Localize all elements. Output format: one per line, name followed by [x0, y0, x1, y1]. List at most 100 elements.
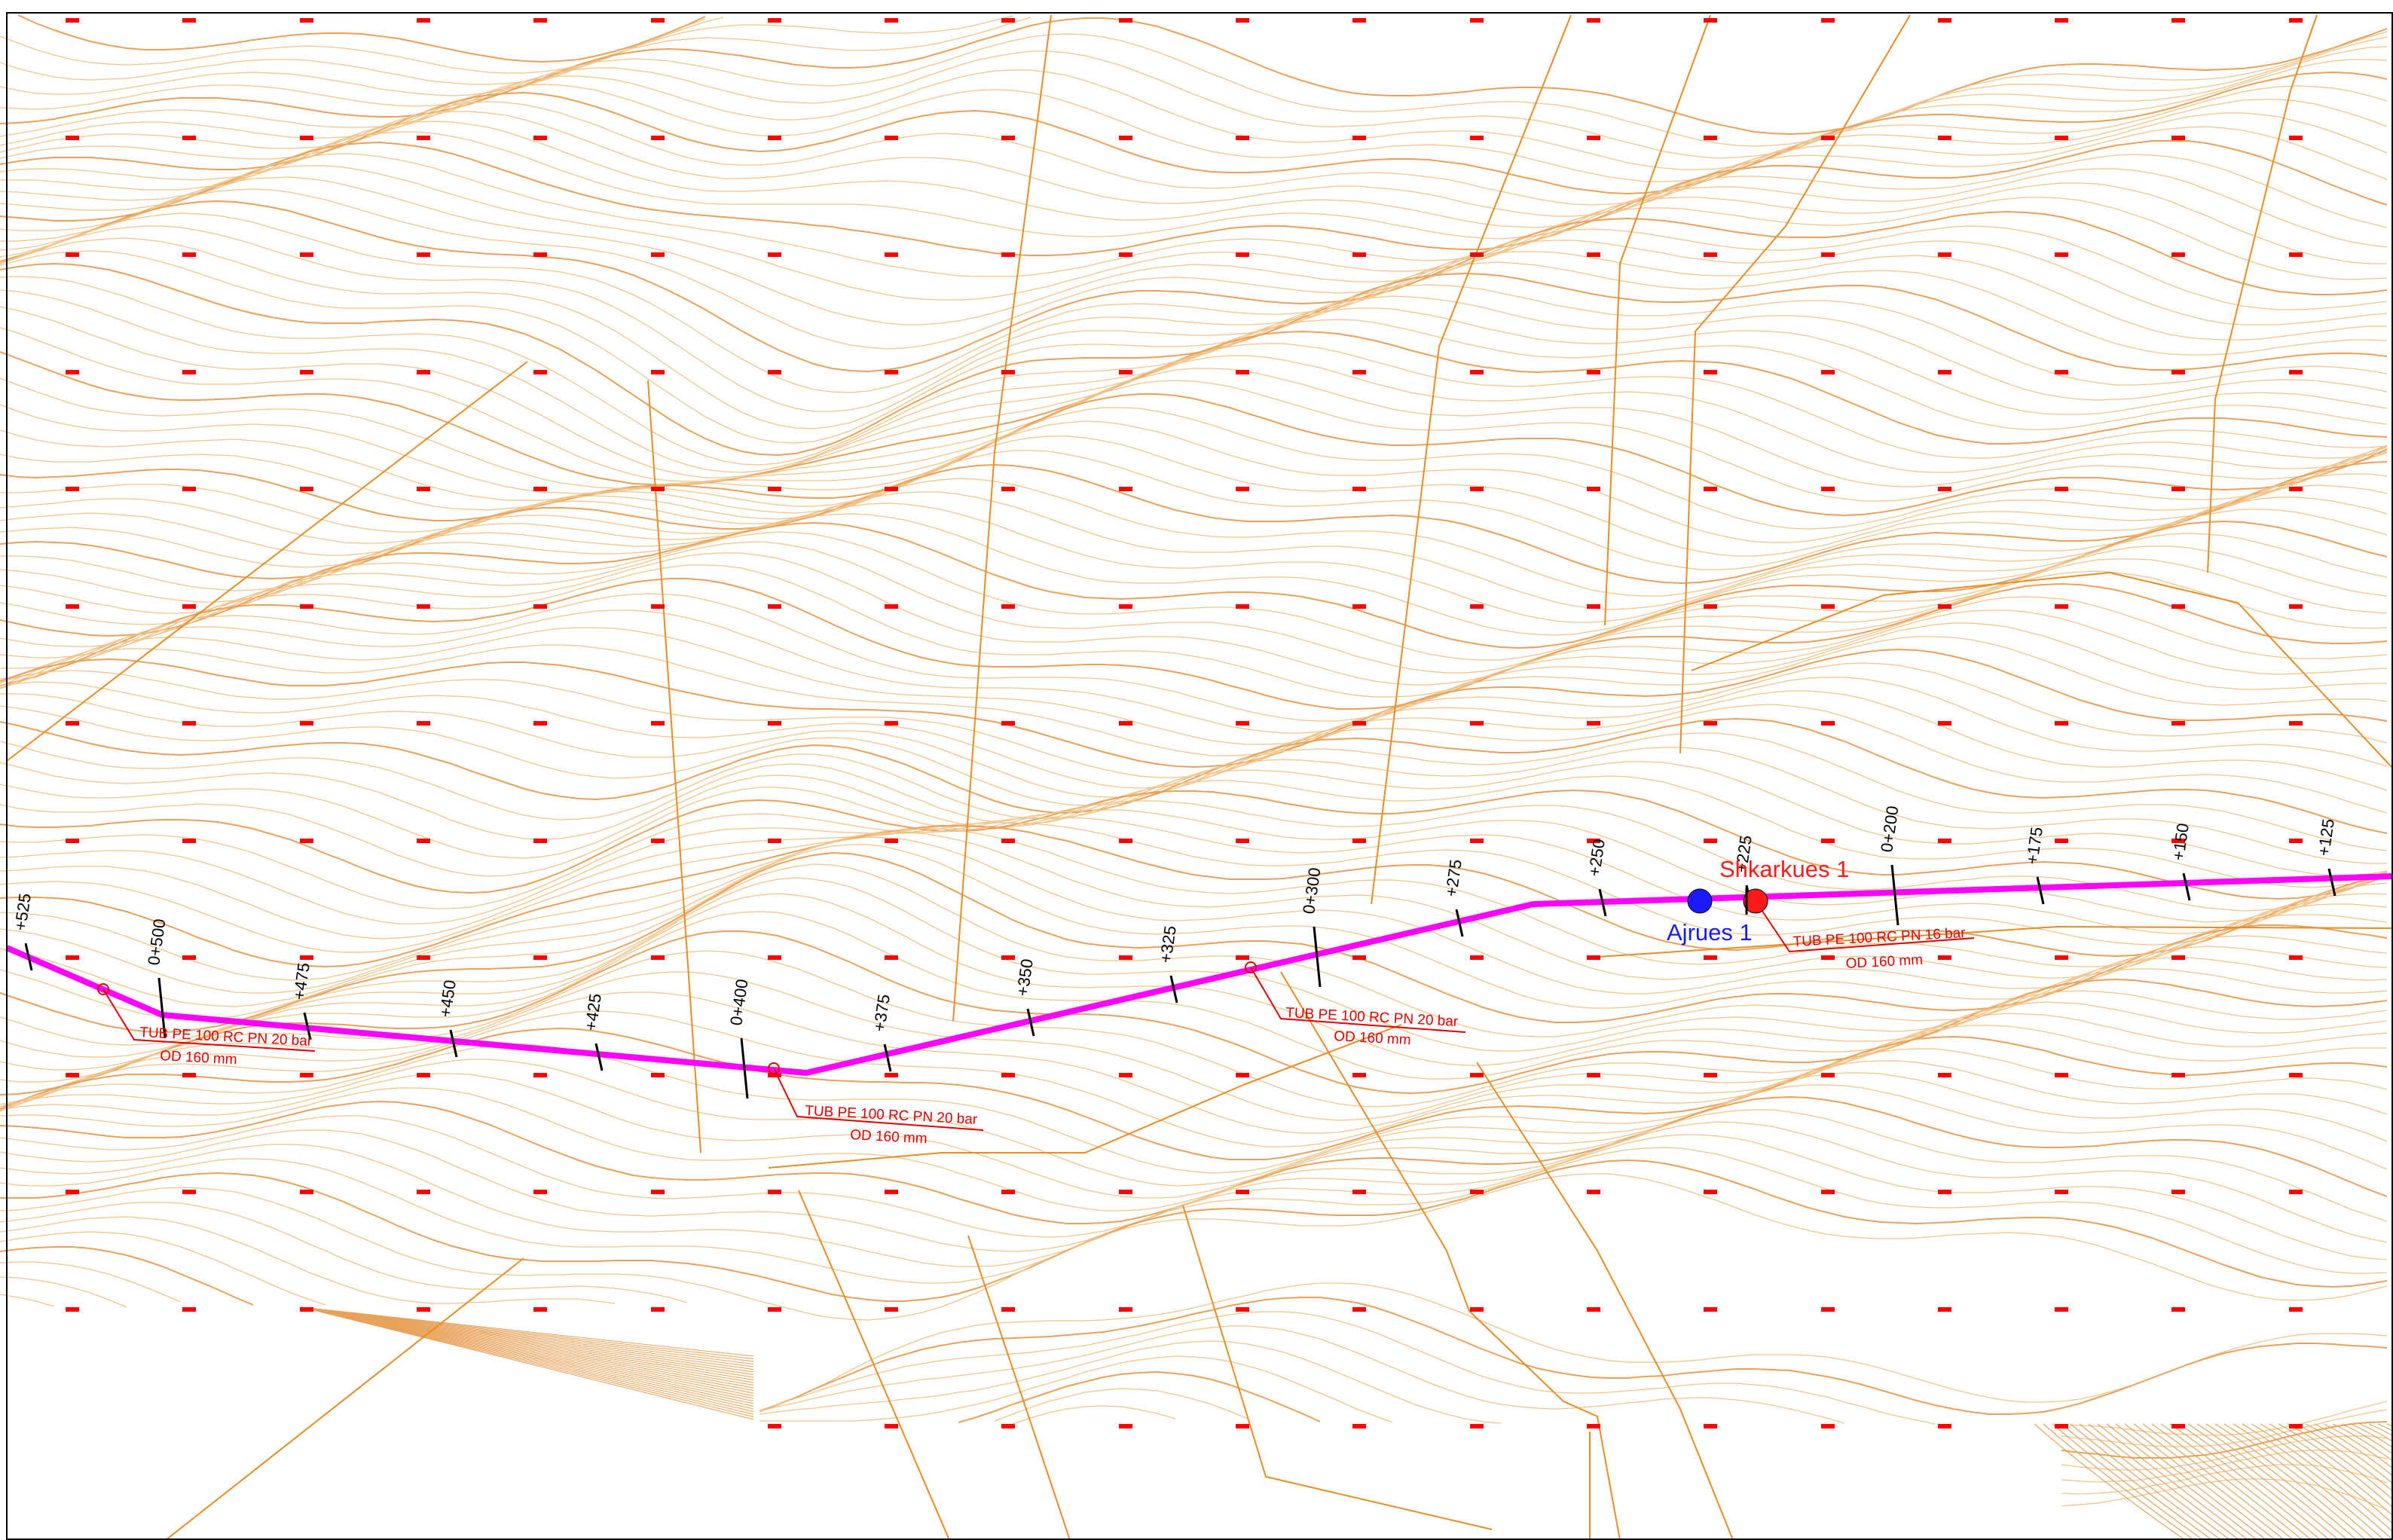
grid-mark: [1704, 487, 1717, 491]
grid-mark: [533, 1190, 547, 1194]
grid-mark: [768, 1190, 781, 1194]
grid-mark: [417, 18, 430, 23]
grid-mark: [1119, 370, 1132, 374]
grid-mark: [1119, 721, 1132, 726]
grid-mark: [300, 1307, 313, 1312]
grid-mark: [1001, 1073, 1015, 1077]
grid-mark: [300, 18, 313, 23]
contour-line: [0, 188, 2388, 350]
grid-mark: [417, 1190, 430, 1194]
contour-line: [301, 1306, 754, 1420]
contour-line: [0, 564, 2388, 698]
contour-line: [0, 380, 2388, 511]
grid-mark: [2055, 18, 2068, 23]
contour-line: [994, 1388, 1248, 1422]
grid-mark: [182, 1190, 196, 1194]
grid-mark: [1236, 136, 1249, 140]
contour-line: [0, 825, 2388, 968]
contour-line: [2233, 1423, 2385, 1540]
contour-line: [0, 368, 2388, 501]
ridge-line: [1280, 971, 1621, 1540]
contour-line: [2187, 1423, 2340, 1540]
contour-line: [0, 343, 2388, 489]
grid-mark: [182, 136, 196, 140]
grid-mark: [2289, 136, 2303, 140]
pipeline-line[interactable]: [5, 873, 2393, 1076]
contour-line: [0, 971, 2388, 1121]
contour-line: [2061, 1423, 2213, 1540]
grid-mark: [1352, 370, 1366, 374]
air-valve-label[interactable]: Ajrues 1: [1667, 919, 1753, 946]
contour-line: [301, 1306, 754, 1407]
contour-line: [2214, 1423, 2367, 1540]
grid-mark: [1821, 487, 1835, 491]
contour-line: [2368, 1423, 2393, 1437]
grid-mark: [1470, 487, 1484, 491]
contour-line: [0, 225, 2388, 412]
grid-mark: [2289, 487, 2303, 491]
ridge-line: [1679, 14, 1911, 754]
grid-mark: [2171, 487, 2185, 491]
grid-mark: [768, 18, 781, 23]
contour-line: [2296, 1423, 2393, 1493]
grid-mark: [2289, 1424, 2303, 1428]
contour-line: [0, 212, 2388, 393]
chainage-tick: [883, 1043, 892, 1072]
grid-mark: [1821, 136, 1835, 140]
grid-mark: [885, 18, 898, 23]
grid-mark: [1821, 1424, 1835, 1428]
grid-mark: [533, 18, 547, 23]
grid-mark: [1236, 487, 1249, 491]
contour-line: [0, 330, 2388, 487]
grid-mark: [2171, 839, 2185, 843]
grid-mark: [2055, 604, 2068, 609]
chainage-tick: [2036, 876, 2045, 905]
grid-mark: [2055, 1073, 2068, 1077]
chainage-tick: [594, 1043, 604, 1071]
grid-mark: [1119, 604, 1132, 609]
contour-line: [0, 1159, 2388, 1302]
grid-mark: [182, 955, 196, 960]
grid-mark: [1119, 1307, 1132, 1312]
grid-mark: [2055, 955, 2068, 960]
contour-line: [301, 1306, 754, 1375]
contour-line: [2350, 1423, 2393, 1449]
contour-line: [2097, 1423, 2249, 1540]
contour-line: [2106, 1423, 2258, 1540]
grid-mark: [1001, 487, 1015, 491]
grid-mark: [2289, 839, 2303, 843]
grid-mark: [1470, 1190, 1484, 1194]
contour-line: [0, 497, 2388, 623]
grid-mark: [2055, 721, 2068, 726]
grid-mark: [1352, 955, 1366, 960]
grid-mark: [2055, 252, 2068, 257]
grid-mark: [1938, 1190, 1951, 1194]
ridge-line: [2207, 14, 2318, 573]
grid-mark: [1587, 1424, 1600, 1428]
grid-mark: [1352, 604, 1366, 609]
contour-line: [301, 1306, 754, 1399]
contour-line: [0, 250, 2388, 444]
contour-line: [2251, 1423, 2393, 1533]
contour-line: [2115, 1423, 2267, 1540]
grid-mark: [182, 1307, 196, 1312]
contour-line: [2061, 1409, 2388, 1447]
contour-line: [301, 1306, 754, 1391]
grid-mark: [1704, 721, 1717, 726]
grid-mark: [1001, 252, 1015, 257]
contour-line: [0, 306, 2388, 478]
grid-mark: [1821, 370, 1835, 374]
contour-line: [2070, 1423, 2222, 1540]
blue-circle-valve-icon[interactable]: [1687, 888, 1713, 914]
grid-mark: [1236, 955, 1249, 960]
grid-mark: [1587, 955, 1600, 960]
contour-line: [0, 112, 2388, 228]
drain-valve-label[interactable]: Shkarkues 1: [1719, 856, 1849, 882]
red-circle-valve-icon[interactable]: [1743, 888, 1768, 914]
contour-line: [759, 1325, 1845, 1424]
grid-mark: [1236, 604, 1249, 609]
valve-nodes: Ajrues 1 Shkarkues 1: [1667, 856, 1849, 946]
grid-mark: [182, 1073, 196, 1077]
grid-mark: [533, 839, 547, 843]
contour-line: [958, 1370, 1321, 1423]
